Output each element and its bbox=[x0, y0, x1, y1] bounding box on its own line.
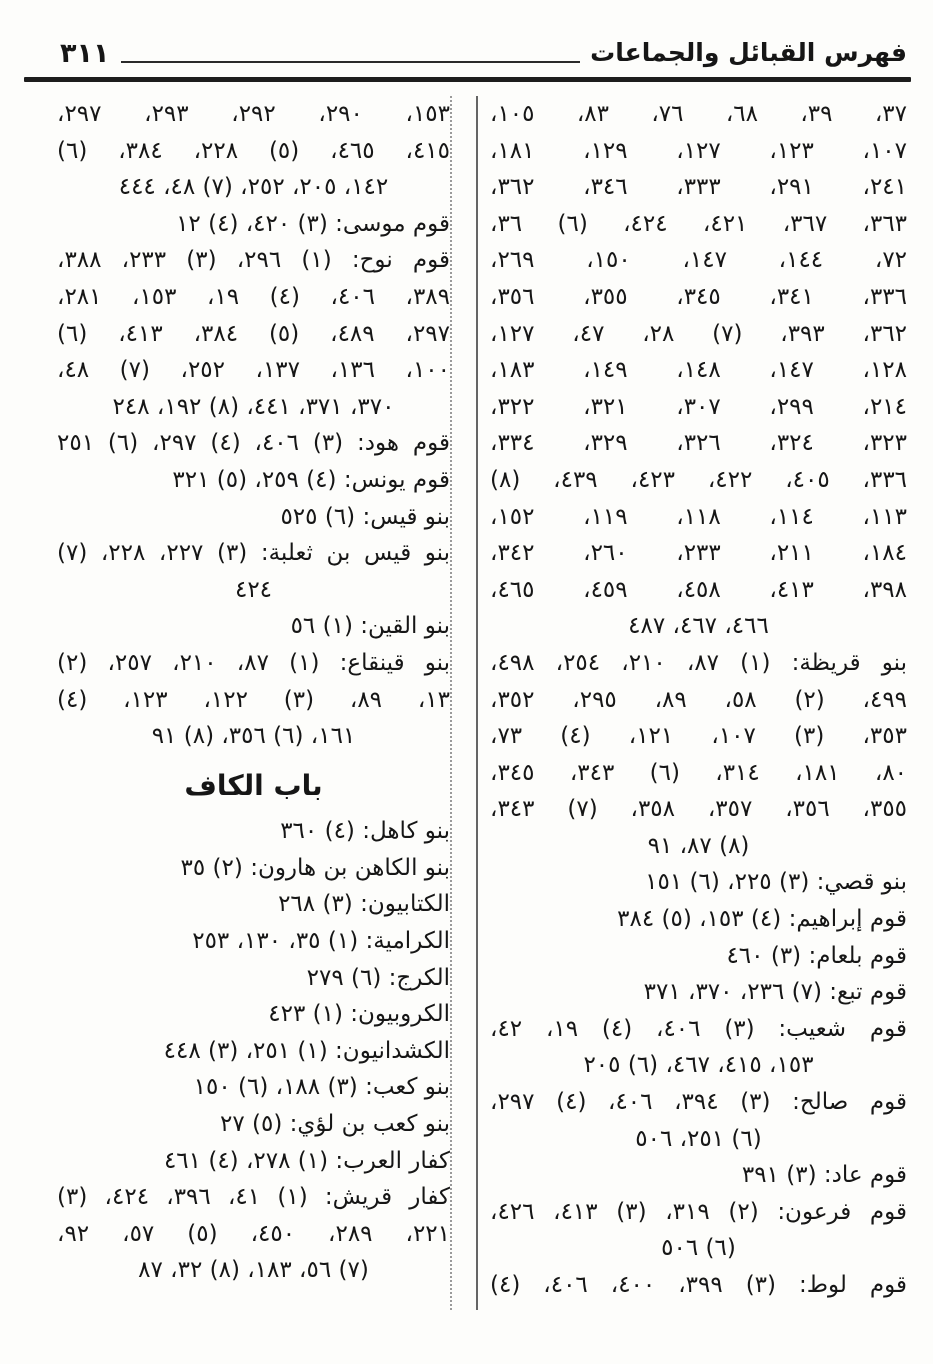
index-line: كفار قريش: (١) ٤١، ٣٩٦، ٤٢٤، (٣) bbox=[57, 1184, 451, 1211]
index-line: قوم عاد: (٣) ٣٩١ bbox=[741, 1162, 907, 1189]
index-line: ٣٨٩، ٤٠٦، (٤) ١٩، ١٥٣، ٢٨١، bbox=[57, 283, 450, 310]
index-line: بنو قينقاع: (١) ٨٧، ٢١٠، ٢٥٧، (٢) bbox=[57, 649, 450, 676]
index-line: بنو القين: (١) ٥٦ bbox=[290, 613, 450, 640]
index-line: بنو الكاهن بن هارون: (٢) ٣٥ bbox=[180, 854, 450, 881]
index-line: ٣٥٣، (٣) ١٠٧، ١٢١، (٤) ٧٣، bbox=[490, 723, 907, 750]
index-line: ١٤٢، ٢٠٥، ٢٥٢، (٧) ٤٨، ٤٤٤ bbox=[118, 174, 389, 201]
index-line: ٣٧٠، ٣٧١، ٤٤١، (٨) ١٩٢، ٢٤٨ bbox=[112, 393, 395, 420]
index-line: ٣٦٣، ٣٦٧، ٤٢١، ٤٢٤، (٦) ٣٦، bbox=[490, 210, 908, 237]
index-line: قوم صالح: (٣) ٣٩٤، ٤٠٦، (٤) ٢٩٧، bbox=[490, 1089, 907, 1116]
index-line: قوم شعيب: (٣) ٤٠٦، (٤) ١٩، ٤٢، bbox=[490, 1015, 907, 1042]
index-line: ١٦١، (٦) ٣٥٦، (٨) ٩١ bbox=[151, 723, 356, 750]
header-thick-rule bbox=[24, 77, 911, 82]
page-header: فهرس القبائل والجماعات ٣١١ bbox=[0, 0, 933, 67]
index-line: ١٨٤، ٢١١، ٢٣٣، ٢٦٠، ٣٤٢، bbox=[490, 540, 907, 567]
index-line: ٣٣٦، ٤٠٥، ٤٢٢، ٤٢٣، ٤٣٩، (٨) bbox=[490, 466, 908, 493]
index-line: بنو قيس: (٦) ٥٢٥ bbox=[280, 503, 450, 530]
index-line: قوم فرعون: (٢) ٣١٩، (٣) ٤١٣، ٤٢٦، bbox=[490, 1198, 907, 1225]
index-line: ١١٣، ١١٤، ١١٨، ١١٩، ١٥٢، bbox=[490, 503, 907, 530]
index-line: الكتابيون: (٣) ٢٦٨ bbox=[278, 891, 450, 918]
index-line: ٣٣٦، ٣٤١، ٣٤٥، ٣٥٥، ٣٥٦، bbox=[490, 283, 907, 310]
index-line: ٢١٤، ٢٩٩، ٣٠٧، ٣٢١، ٣٢٢، bbox=[490, 393, 907, 420]
index-line: (٦) ٢٥١، ٥٠٦ bbox=[635, 1125, 762, 1152]
index-line: قوم بلعام: (٣) ٤٦٠ bbox=[726, 942, 907, 969]
left-column: ١٥٣، ٢٩٠، ٢٩٢، ٢٩٣، ٢٩٧، ٤١٥، ٤٦٥، (٥) ٢٢… bbox=[57, 96, 450, 1304]
index-line: الكشدانيون: (١) ٢٥١، (٣) ٤٤٨ bbox=[163, 1037, 450, 1064]
page-title: فهرس القبائل والجماعات bbox=[590, 38, 907, 67]
index-line: (٦) ٥٠٦ bbox=[661, 1235, 736, 1262]
index-line: بنو قيس بن ثعلبة: (٣) ٢٢٧، ٢٢٨، (٧) bbox=[57, 540, 450, 567]
index-line: ٢٢١، ٢٨٩، ٤٥٠، (٥) ٥٧، ٩٢، bbox=[57, 1220, 450, 1247]
index-line: بنو كعب بن لؤي: (٥) ٢٧ bbox=[220, 1111, 450, 1138]
index-line: بنو قصي: (٣) ٢٢٥، (٦) ١٥١ bbox=[645, 869, 907, 896]
index-line: ٢٤١، ٢٩١، ٣٣٣، ٣٤٦، ٣٦٢، bbox=[490, 174, 907, 201]
index-line: (٧) ٥٦، ١٨٣، (٨) ٣٢، ٨٧ bbox=[138, 1257, 369, 1284]
right-column: ٣٧، ٣٩، ٦٨، ٧٦، ٨٣، ١٠٥، ١٠٧، ١٢٣، ١٢٧، ١… bbox=[490, 96, 907, 1304]
index-line: الكرج: (٦) ٢٧٩ bbox=[306, 964, 450, 991]
index-line: ١٠٠، ١٣٦، ١٣٧، ٢٥٢، (٧) ٤٨، bbox=[57, 357, 450, 384]
index-line: بنو كعب: (٣) ١٨٨، (٦) ١٥٠ bbox=[193, 1074, 450, 1101]
index-line: الكرامية: (١) ٣٥، ١٣٠، ٢٥٣ bbox=[192, 928, 450, 955]
index-line: كفار العرب: (١) ٢٧٨، (٤) ٤٦١ bbox=[163, 1147, 450, 1174]
index-line: (٨) ٨٧، ٩١ bbox=[647, 832, 750, 859]
index-line: بنو قريظة: (١) ٨٧، ٢١٠، ٢٥٤، ٤٩٨، bbox=[490, 649, 907, 676]
index-line: ٣٢٣، ٣٢٤، ٣٢٦، ٣٢٩، ٣٣٤، bbox=[490, 430, 907, 457]
index-line: ٤٦٦، ٤٦٧، ٤٨٧ bbox=[628, 613, 769, 640]
index-line: قوم لوط: (٣) ٣٩٩، ٤٠٠، ٤٠٦، (٤) bbox=[490, 1272, 907, 1298]
index-line: ٤٩٩، (٢) ٥٨، ٨٩، ٢٩٥، ٣٥٢، bbox=[490, 686, 908, 713]
index-line: ٣٦٢، ٣٩٣، (٧) ٢٨، ٤٧، ١٢٧، bbox=[490, 320, 908, 347]
divider-solid-rule bbox=[476, 96, 478, 1310]
section-heading: باب الكاف bbox=[184, 768, 323, 802]
index-columns: ٣٧، ٣٩، ٦٨، ٧٦، ٨٣، ١٠٥، ١٠٧، ١٢٣، ١٢٧، ١… bbox=[0, 82, 933, 1310]
page-number: ٣١١ bbox=[60, 38, 110, 69]
index-line: ٤١٥، ٤٦٥، (٥) ٢٢٨، ٣٨٤، (٦) bbox=[57, 137, 450, 164]
index-line: قوم نوح: (١) ٢٩٦، (٣) ٢٣٣، ٣٨٨، bbox=[57, 247, 450, 274]
divider-dotted-rule bbox=[450, 96, 452, 1310]
index-line: ١٢٨، ١٤٧، ١٤٨، ١٤٩، ١٨٣، bbox=[490, 357, 907, 384]
index-line: ٣٥٥، ٣٥٦، ٣٥٧، ٣٥٨، (٧) ٣٤٣، bbox=[490, 796, 908, 823]
index-line: ٢٩٧، ٤٨٩، (٥) ٣٨٤، ٤١٣، (٦) bbox=[57, 320, 450, 347]
index-line: ٧٢، ١٤٤، ١٤٧، ١٥٠، ٢٦٩، bbox=[490, 247, 908, 274]
index-line: ٨٠، ١٨١، ٣١٤، (٦) ٣٤٣، ٣٤٥، bbox=[490, 759, 908, 786]
header-underline bbox=[121, 60, 581, 63]
index-line: قوم موسى: (٣) ٤٢٠، (٤) ١٢ bbox=[176, 210, 450, 237]
index-line: ١٥٣، ٢٩٠، ٢٩٢، ٢٩٣، ٢٩٧، bbox=[57, 101, 450, 127]
index-line: بنو كاهل: (٤) ٣٦٠ bbox=[280, 818, 450, 845]
index-line: ١٠٧، ١٢٣، ١٢٧، ١٢٩، ١٨١، bbox=[490, 137, 907, 164]
index-line: ١٣، ٨٩، (٣) ١٢٢، ١٢٣، (٤) bbox=[57, 686, 450, 713]
index-line: الكروبيون: (١) ٤٢٣ bbox=[268, 1001, 450, 1028]
index-line: ٣٩٨، ٤١٣، ٤٥٨، ٤٥٩، ٤٦٥، bbox=[490, 576, 907, 603]
index-line: ٤٢٤ bbox=[234, 576, 273, 603]
index-line: ١٥٣، ٤١٥، ٤٦٧، (٦) ٢٠٥ bbox=[583, 1052, 814, 1079]
index-line: قوم يونس: (٤) ٢٥٩، (٥) ٣٢١ bbox=[172, 466, 450, 493]
column-divider bbox=[450, 96, 490, 1310]
index-line: قوم إبراهيم: (٤) ١٥٣، (٥) ٣٨٤ bbox=[617, 906, 907, 933]
index-line: ٣٧، ٣٩، ٦٨، ٧٦، ٨٣، ١٠٥، bbox=[490, 101, 907, 127]
index-line: قوم تبع: (٧) ٢٣٦، ٣٧٠، ٣٧١ bbox=[643, 979, 907, 1006]
index-line: قوم هود: (٣) ٤٠٦، (٤) ٢٩٧، (٦) ٢٥١ bbox=[57, 430, 450, 457]
